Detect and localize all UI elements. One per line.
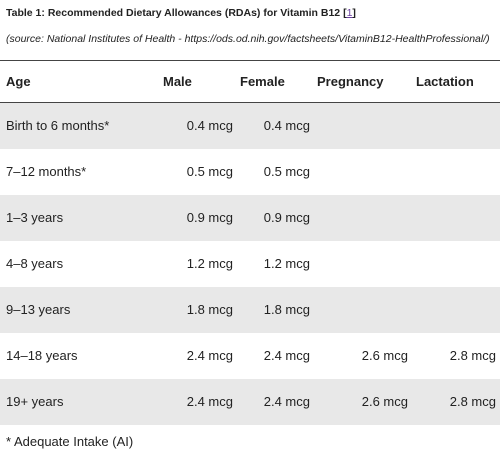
caption-text: Table 1: Recommended Dietary Allowances … — [6, 7, 341, 19]
table-cell: 0.5 mcg — [263, 164, 310, 179]
table-cell: 2.6 mcg — [361, 348, 408, 363]
row-shade — [0, 195, 500, 241]
top-rule — [0, 60, 500, 61]
row-label: Birth to 6 months* — [6, 118, 110, 133]
table-cell: 0.4 mcg — [263, 118, 310, 133]
table-cell: 2.8 mcg — [449, 394, 496, 409]
table-cell: 0.4 mcg — [186, 118, 233, 133]
table-cell: 2.6 mcg — [361, 394, 408, 409]
table-cell: 1.8 mcg — [263, 302, 310, 317]
table-cell: 2.4 mcg — [263, 348, 310, 363]
row-label: 7–12 months* — [6, 164, 87, 179]
row-shade — [0, 103, 500, 149]
footnote: * Adequate Intake (AI) — [6, 434, 134, 449]
column-header: Age — [6, 74, 31, 89]
table-cell: 2.4 mcg — [186, 348, 233, 363]
table-cell: 0.9 mcg — [263, 210, 310, 225]
row-shade — [0, 379, 500, 425]
column-header: Female — [240, 74, 285, 89]
row-label: 1–3 years — [6, 210, 64, 225]
row-label: 9–13 years — [6, 302, 71, 317]
table-cell: 2.4 mcg — [186, 394, 233, 409]
table-cell: 2.4 mcg — [263, 394, 310, 409]
row-shade — [0, 287, 500, 333]
table-cell: 1.2 mcg — [186, 256, 233, 271]
column-header: Pregnancy — [317, 74, 384, 89]
table-cell: 0.5 mcg — [186, 164, 233, 179]
column-header: Male — [163, 74, 192, 89]
reference-link[interactable]: 1 — [346, 7, 353, 19]
row-label: 4–8 years — [6, 256, 64, 271]
table-cell: 0.9 mcg — [186, 210, 233, 225]
row-label: 19+ years — [6, 394, 64, 409]
header-rule — [0, 102, 500, 103]
table-cell: 2.8 mcg — [449, 348, 496, 363]
table-cell: 1.8 mcg — [186, 302, 233, 317]
column-header: Lactation — [416, 74, 474, 89]
row-label: 14–18 years — [6, 348, 78, 363]
table-caption: Table 1: Recommended Dietary Allowances … — [6, 7, 356, 19]
source-note: (source: National Institutes of Health -… — [6, 33, 490, 45]
table-cell: 1.2 mcg — [263, 256, 310, 271]
